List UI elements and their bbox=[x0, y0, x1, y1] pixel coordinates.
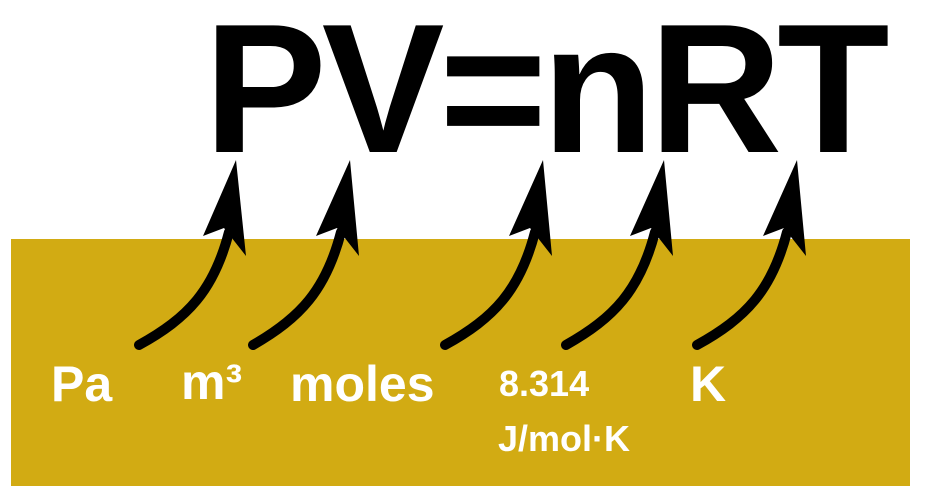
arrow-to-v-icon bbox=[248, 160, 359, 350]
unit-volume: m³ bbox=[181, 354, 243, 410]
gas-constant-value: 8.314 bbox=[499, 363, 590, 404]
arrow-to-n-icon bbox=[440, 160, 552, 350]
equation-title: PV=nRT bbox=[204, 0, 890, 191]
unit-temperature: K bbox=[690, 356, 727, 412]
unit-panel bbox=[11, 239, 910, 486]
unit-amount: moles bbox=[290, 356, 435, 412]
arrow-to-r-icon bbox=[561, 160, 673, 350]
unit-pressure: Pa bbox=[51, 356, 113, 412]
arrow-to-p-icon bbox=[134, 160, 246, 350]
arrow-to-t-icon bbox=[692, 160, 806, 350]
gas-constant-unit: J/mol·K bbox=[498, 418, 631, 459]
